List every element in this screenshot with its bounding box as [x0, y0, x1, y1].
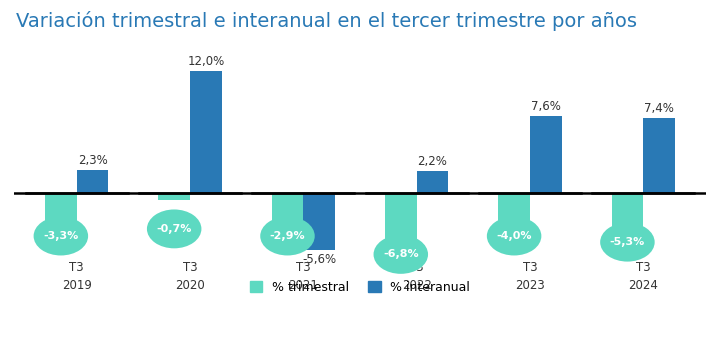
- Text: T3
2019: T3 2019: [62, 261, 91, 292]
- Text: 7,4%: 7,4%: [644, 102, 674, 114]
- Text: -3,3%: -3,3%: [43, 231, 78, 241]
- Text: 12,0%: 12,0%: [187, 55, 225, 68]
- Ellipse shape: [600, 223, 654, 262]
- Text: 7,6%: 7,6%: [531, 100, 561, 113]
- Text: Variación trimestral e interanual en el tercer trimestre por años: Variación trimestral e interanual en el …: [16, 11, 637, 31]
- Ellipse shape: [147, 210, 202, 248]
- Bar: [611, 193, 643, 247]
- Text: -6,8%: -6,8%: [383, 249, 418, 260]
- Bar: [498, 193, 530, 234]
- Bar: [158, 193, 190, 200]
- Bar: [385, 193, 417, 262]
- Ellipse shape: [34, 217, 88, 256]
- Text: T3
2021: T3 2021: [289, 261, 318, 292]
- Text: 2,3%: 2,3%: [78, 154, 107, 167]
- Text: 2,2%: 2,2%: [418, 155, 447, 168]
- Bar: [417, 171, 449, 193]
- Text: -2,9%: -2,9%: [270, 231, 305, 241]
- Text: T3
2023: T3 2023: [515, 261, 545, 292]
- Text: T3
2020: T3 2020: [175, 261, 205, 292]
- Bar: [45, 193, 77, 227]
- Text: -4,0%: -4,0%: [496, 231, 532, 241]
- Ellipse shape: [260, 217, 315, 256]
- Legend: % trimestral, % interanual: % trimestral, % interanual: [250, 281, 470, 294]
- Text: -5,6%: -5,6%: [302, 253, 336, 266]
- Ellipse shape: [487, 217, 541, 256]
- Bar: [303, 193, 335, 250]
- Bar: [190, 71, 222, 193]
- Bar: [643, 118, 675, 193]
- Ellipse shape: [374, 235, 428, 274]
- Text: -0,7%: -0,7%: [156, 224, 192, 234]
- Text: -5,3%: -5,3%: [610, 237, 645, 247]
- Bar: [530, 116, 562, 193]
- Text: T3
2024: T3 2024: [629, 261, 658, 292]
- Bar: [271, 193, 303, 223]
- Text: T3
2022: T3 2022: [402, 261, 431, 292]
- Bar: [77, 170, 109, 193]
